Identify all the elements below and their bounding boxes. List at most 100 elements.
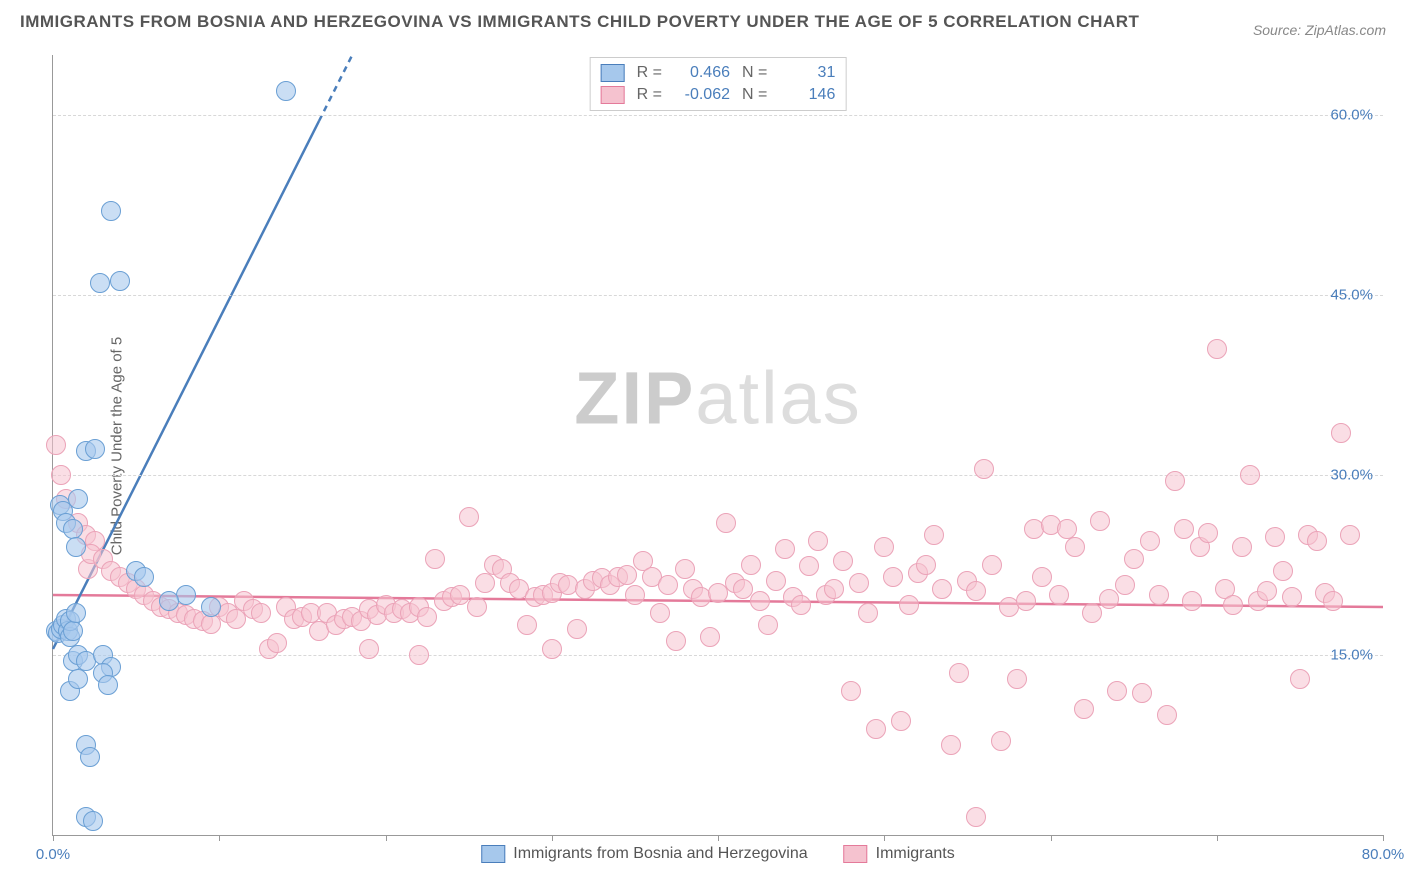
data-point xyxy=(949,663,969,683)
data-point xyxy=(966,581,986,601)
data-point xyxy=(101,201,121,221)
r-value-blue: 0.466 xyxy=(670,62,730,84)
r-value-pink: -0.062 xyxy=(670,84,730,106)
legend-label-pink: Immigrants xyxy=(876,845,955,863)
data-point xyxy=(775,539,795,559)
legend-row-blue: R = 0.466 N = 31 xyxy=(601,62,836,84)
data-point xyxy=(459,507,479,527)
data-point xyxy=(1049,585,1069,605)
data-point xyxy=(650,603,670,623)
r-label: R = xyxy=(637,62,662,84)
data-point xyxy=(1273,561,1293,581)
x-tick-label: 80.0% xyxy=(1362,846,1405,863)
data-point xyxy=(766,571,786,591)
data-point xyxy=(966,807,986,827)
data-point xyxy=(409,645,429,665)
data-point xyxy=(716,513,736,533)
x-tick-mark xyxy=(386,835,387,841)
data-point xyxy=(1074,699,1094,719)
data-point xyxy=(46,435,66,455)
data-point xyxy=(799,556,819,576)
data-point xyxy=(991,731,1011,751)
data-point xyxy=(1331,423,1351,443)
data-point xyxy=(883,567,903,587)
data-point xyxy=(982,555,1002,575)
data-point xyxy=(276,81,296,101)
x-tick-mark xyxy=(1051,835,1052,841)
data-point xyxy=(916,555,936,575)
data-point xyxy=(675,559,695,579)
data-point xyxy=(866,719,886,739)
data-point xyxy=(542,639,562,659)
swatch-pink-icon xyxy=(844,845,868,863)
data-point xyxy=(1140,531,1160,551)
data-point xyxy=(1165,471,1185,491)
data-point xyxy=(1307,531,1327,551)
data-point xyxy=(1124,549,1144,569)
swatch-blue-icon xyxy=(481,845,505,863)
x-tick-mark xyxy=(53,835,54,841)
data-point xyxy=(891,711,911,731)
y-tick-label: 30.0% xyxy=(1330,467,1373,484)
correlation-legend: R = 0.466 N = 31 R = -0.062 N = 146 xyxy=(590,57,847,111)
x-tick-mark xyxy=(884,835,885,841)
x-tick-mark xyxy=(1383,835,1384,841)
n-value-blue: 31 xyxy=(775,62,835,84)
data-point xyxy=(1207,339,1227,359)
data-point xyxy=(66,537,86,557)
data-point xyxy=(858,603,878,623)
data-point xyxy=(1057,519,1077,539)
trend-lines xyxy=(53,55,1383,835)
data-point xyxy=(1065,537,1085,557)
data-point xyxy=(849,573,869,593)
y-tick-label: 15.0% xyxy=(1330,647,1373,664)
data-point xyxy=(1290,669,1310,689)
data-point xyxy=(741,555,761,575)
data-point xyxy=(1082,603,1102,623)
legend-item-blue: Immigrants from Bosnia and Herzegovina xyxy=(481,845,807,863)
data-point xyxy=(251,603,271,623)
swatch-pink-icon xyxy=(601,86,625,104)
data-point xyxy=(1090,511,1110,531)
data-point xyxy=(1032,567,1052,587)
data-point xyxy=(1323,591,1343,611)
data-point xyxy=(417,607,437,627)
data-point xyxy=(1157,705,1177,725)
data-point xyxy=(98,675,118,695)
x-tick-mark xyxy=(552,835,553,841)
data-point xyxy=(1099,589,1119,609)
data-point xyxy=(90,273,110,293)
y-tick-label: 60.0% xyxy=(1330,107,1373,124)
data-point xyxy=(899,595,919,615)
swatch-blue-icon xyxy=(601,64,625,82)
data-point xyxy=(1232,537,1252,557)
data-point xyxy=(1115,575,1135,595)
data-point xyxy=(758,615,778,635)
legend-item-pink: Immigrants xyxy=(844,845,955,863)
data-point xyxy=(1016,591,1036,611)
data-point xyxy=(1223,595,1243,615)
plot-area: ZIPatlas R = 0.466 N = 31 R = -0.062 N =… xyxy=(52,55,1383,836)
data-point xyxy=(658,575,678,595)
data-point xyxy=(267,633,287,653)
series-legend: Immigrants from Bosnia and Herzegovina I… xyxy=(481,845,954,863)
data-point xyxy=(1340,525,1360,545)
legend-label-blue: Immigrants from Bosnia and Herzegovina xyxy=(513,845,807,863)
data-point xyxy=(63,519,83,539)
source-label: Source: ZipAtlas.com xyxy=(1253,22,1386,38)
data-point xyxy=(924,525,944,545)
data-point xyxy=(974,459,994,479)
data-point xyxy=(932,579,952,599)
data-point xyxy=(750,591,770,611)
gridline-h xyxy=(53,655,1383,656)
data-point xyxy=(85,439,105,459)
chart-title: IMMIGRANTS FROM BOSNIA AND HERZEGOVINA V… xyxy=(20,12,1139,32)
data-point xyxy=(700,627,720,647)
data-point xyxy=(517,615,537,635)
data-point xyxy=(68,669,88,689)
r-label: R = xyxy=(637,84,662,106)
x-tick-mark xyxy=(718,835,719,841)
data-point xyxy=(1174,519,1194,539)
gridline-h xyxy=(53,115,1383,116)
data-point xyxy=(1198,523,1218,543)
